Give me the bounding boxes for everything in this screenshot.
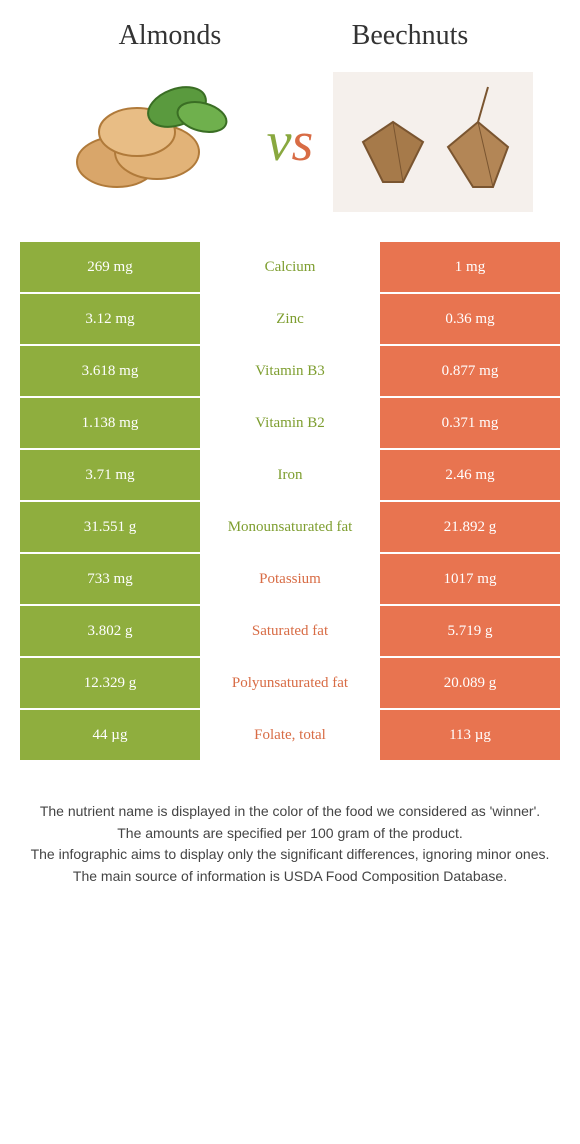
right-value-cell: 21.892 g — [380, 502, 560, 552]
table-row: 31.551 gMonounsaturated fat21.892 g — [20, 502, 560, 554]
left-value-cell: 44 µg — [20, 710, 200, 760]
hero-row: vs — [20, 72, 560, 212]
table-row: 269 mgCalcium1 mg — [20, 242, 560, 294]
right-value-cell: 0.877 mg — [380, 346, 560, 396]
table-row: 733 mgPotassium1017 mg — [20, 554, 560, 606]
left-value-cell: 733 mg — [20, 554, 200, 604]
footer-line: The amounts are specified per 100 gram o… — [30, 824, 550, 844]
right-value-cell: 5.719 g — [380, 606, 560, 656]
nutrient-label-cell: Zinc — [200, 294, 380, 344]
almonds-image — [47, 72, 247, 212]
title-left: Almonds — [50, 20, 290, 52]
nutrient-label-cell: Monounsaturated fat — [200, 502, 380, 552]
right-value-cell: 0.371 mg — [380, 398, 560, 448]
left-value-cell: 3.802 g — [20, 606, 200, 656]
footer-line: The infographic aims to display only the… — [30, 845, 550, 865]
nutrient-label-cell: Iron — [200, 450, 380, 500]
right-value-cell: 113 µg — [380, 710, 560, 760]
comparison-table: 269 mgCalcium1 mg3.12 mgZinc0.36 mg3.618… — [20, 242, 560, 762]
left-value-cell: 3.618 mg — [20, 346, 200, 396]
nutrient-label-cell: Potassium — [200, 554, 380, 604]
titles-row: Almonds Beechnuts — [20, 20, 560, 72]
left-value-cell: 12.329 g — [20, 658, 200, 708]
right-value-cell: 1 mg — [380, 242, 560, 292]
table-row: 3.618 mgVitamin B30.877 mg — [20, 346, 560, 398]
table-row: 3.71 mgIron2.46 mg — [20, 450, 560, 502]
right-value-cell: 0.36 mg — [380, 294, 560, 344]
title-right: Beechnuts — [290, 20, 530, 52]
left-value-cell: 31.551 g — [20, 502, 200, 552]
footer-line: The nutrient name is displayed in the co… — [30, 802, 550, 822]
right-value-cell: 2.46 mg — [380, 450, 560, 500]
footer-notes: The nutrient name is displayed in the co… — [20, 802, 560, 886]
table-row: 12.329 gPolyunsaturated fat20.089 g — [20, 658, 560, 710]
left-value-cell: 1.138 mg — [20, 398, 200, 448]
right-value-cell: 20.089 g — [380, 658, 560, 708]
left-value-cell: 3.71 mg — [20, 450, 200, 500]
left-value-cell: 269 mg — [20, 242, 200, 292]
footer-line: The main source of information is USDA F… — [30, 867, 550, 887]
nutrient-label-cell: Saturated fat — [200, 606, 380, 656]
table-row: 1.138 mgVitamin B20.371 mg — [20, 398, 560, 450]
nutrient-label-cell: Calcium — [200, 242, 380, 292]
nutrient-label-cell: Vitamin B2 — [200, 398, 380, 448]
right-value-cell: 1017 mg — [380, 554, 560, 604]
table-row: 3.12 mgZinc0.36 mg — [20, 294, 560, 346]
table-row: 3.802 gSaturated fat5.719 g — [20, 606, 560, 658]
beechnuts-image — [333, 72, 533, 212]
nutrient-label-cell: Folate, total — [200, 710, 380, 760]
left-value-cell: 3.12 mg — [20, 294, 200, 344]
vs-label: vs — [267, 110, 314, 174]
nutrient-label-cell: Polyunsaturated fat — [200, 658, 380, 708]
nutrient-label-cell: Vitamin B3 — [200, 346, 380, 396]
table-row: 44 µgFolate, total113 µg — [20, 710, 560, 762]
